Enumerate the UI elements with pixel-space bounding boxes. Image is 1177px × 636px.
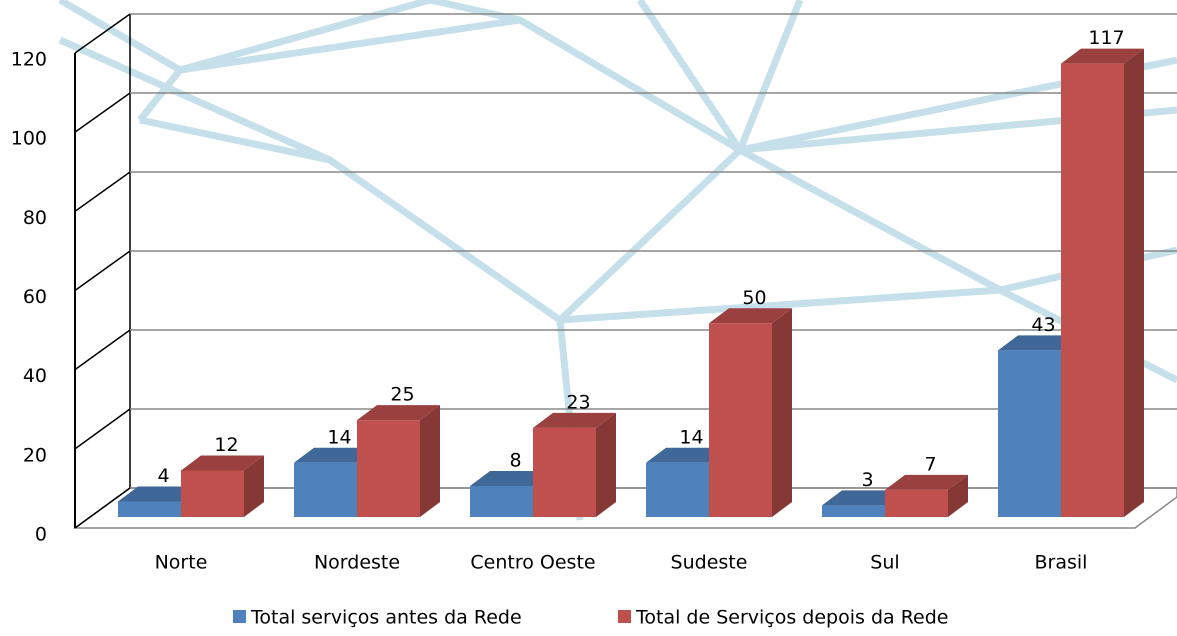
bar-top <box>822 490 905 506</box>
legend-swatch <box>233 610 246 623</box>
bar-top <box>294 447 377 463</box>
data-label: 117 <box>1088 27 1124 49</box>
bar <box>357 420 420 517</box>
y-tick-label: 100 <box>11 128 47 150</box>
bar <box>885 489 948 517</box>
y-tick-label: 60 <box>23 286 47 308</box>
data-label: 43 <box>1031 314 1055 336</box>
bar-top <box>885 474 968 490</box>
data-label: 7 <box>924 453 936 475</box>
y-tick-label: 120 <box>11 49 47 71</box>
grid-line-side <box>74 13 131 54</box>
bar-top <box>709 308 792 324</box>
bar <box>1061 63 1124 517</box>
x-tick-label: Nordeste <box>314 552 400 574</box>
data-label: 14 <box>679 426 703 448</box>
bar <box>118 501 181 517</box>
data-label: 12 <box>214 434 238 456</box>
y-tick-label: 80 <box>23 207 47 229</box>
bar-top <box>470 471 553 486</box>
y-tick-label: 20 <box>23 444 47 466</box>
bar <box>294 462 357 517</box>
bar-side <box>420 405 440 517</box>
bar-top <box>533 412 616 428</box>
data-label: 4 <box>157 465 169 487</box>
x-tick-label: Sul <box>870 552 899 574</box>
data-label: 25 <box>390 384 414 406</box>
data-label: 3 <box>861 469 873 491</box>
legend-swatch <box>618 610 631 623</box>
bar-side <box>948 474 968 517</box>
x-tick-label: Centro Oeste <box>470 552 595 574</box>
grid-line-side <box>74 171 131 212</box>
bar <box>533 427 596 517</box>
bar-top <box>646 447 729 463</box>
x-tick-label: Sudeste <box>671 552 748 574</box>
bar-top <box>181 455 264 471</box>
y-tick-label: 40 <box>23 365 47 387</box>
data-label: 23 <box>566 391 590 413</box>
bar <box>709 323 772 517</box>
bar-side <box>244 455 264 517</box>
bar-top <box>118 486 201 502</box>
bar-top <box>357 405 440 421</box>
grid-line-side <box>74 329 131 371</box>
bar <box>822 505 885 517</box>
grid-line-side <box>74 250 131 292</box>
grid-line-side <box>74 408 131 450</box>
bar-side <box>596 412 616 517</box>
data-label: 8 <box>509 450 521 472</box>
bar-top <box>998 335 1081 351</box>
x-tick-label: Norte <box>155 552 208 574</box>
bar <box>181 470 244 517</box>
legend-label: Total de Serviços depois da Rede <box>635 607 948 629</box>
bar <box>646 462 709 517</box>
x-tick-label: Brasil <box>1035 552 1088 574</box>
data-label: 50 <box>742 287 766 309</box>
bar <box>998 350 1061 517</box>
bar-side <box>772 308 792 517</box>
grid-line-side <box>74 487 131 529</box>
bar-top <box>1061 48 1144 64</box>
legend-label: Total serviços antes da Rede <box>250 607 522 629</box>
grid-line-side <box>74 92 131 133</box>
y-tick-label: 0 <box>35 524 47 546</box>
bar-side <box>1124 48 1144 517</box>
data-label: 14 <box>327 426 351 448</box>
bar <box>470 486 533 517</box>
